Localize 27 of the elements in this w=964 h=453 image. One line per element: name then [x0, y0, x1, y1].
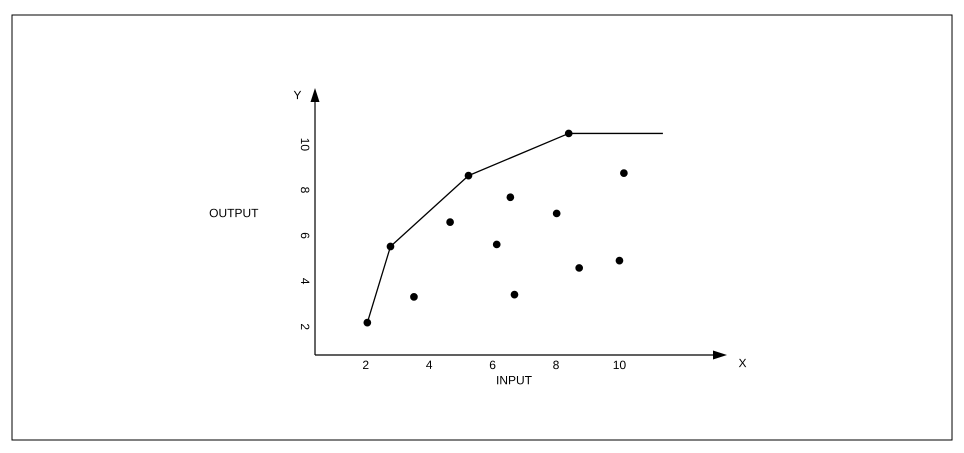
y-tick-label: 8 [300, 187, 310, 193]
point [492, 240, 501, 248]
point [464, 172, 472, 180]
point [552, 210, 561, 218]
x-tick-label: 4 [426, 360, 432, 369]
x-tick-label: 2 [363, 360, 368, 370]
point [506, 193, 514, 202]
text: Y [294, 90, 302, 100]
text: X [738, 358, 746, 368]
x-axis-title: INPUT [497, 376, 532, 384]
point [575, 264, 584, 272]
y-axis-title: OUTPUT [210, 208, 258, 218]
y-tick-label: 10 [300, 138, 310, 151]
point [620, 169, 628, 177]
x-tick-label: 8 [553, 360, 559, 370]
point [616, 256, 624, 264]
y-tick-label: 4 [301, 278, 310, 284]
x-tick-label: 10 [614, 360, 626, 370]
point [564, 130, 573, 138]
point [363, 318, 372, 326]
point [446, 218, 454, 226]
point [386, 242, 394, 250]
x-tick-label: 6 [490, 360, 496, 370]
point [410, 293, 418, 301]
point [510, 290, 518, 298]
y-tick-label: 6 [300, 232, 310, 238]
y-tick-label: 2 [300, 324, 310, 330]
